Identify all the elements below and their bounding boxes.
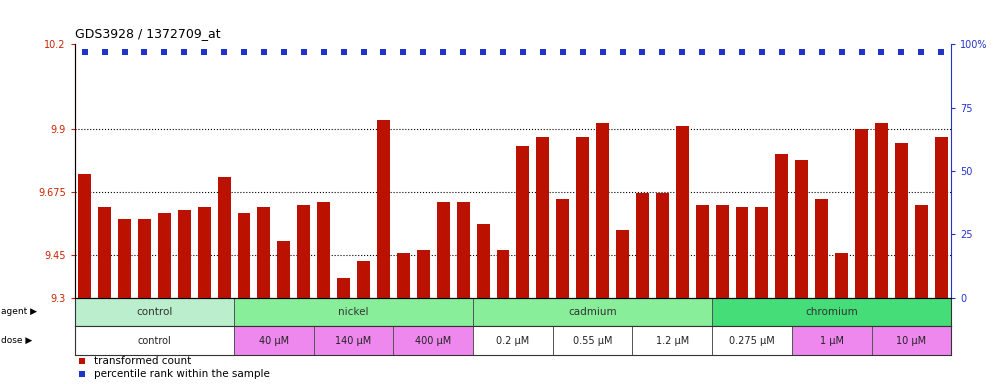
Bar	[157, 213, 171, 298]
Bar	[317, 202, 330, 298]
Bar	[755, 207, 768, 298]
Bar	[137, 219, 151, 298]
Text: 1 μM: 1 μM	[820, 336, 844, 346]
Bar	[314, 326, 393, 355]
Bar	[635, 194, 648, 298]
Bar	[616, 230, 628, 298]
Bar	[78, 174, 91, 298]
Bar	[496, 250, 509, 298]
Bar	[596, 123, 609, 298]
Bar	[536, 137, 549, 298]
Bar	[632, 326, 712, 355]
Bar	[516, 146, 529, 298]
Bar	[376, 120, 389, 298]
Bar	[257, 207, 270, 298]
Text: 140 μM: 140 μM	[336, 336, 372, 346]
Bar	[234, 298, 473, 326]
Bar	[476, 224, 489, 298]
Bar	[217, 177, 230, 298]
Text: 40 μM: 40 μM	[259, 336, 289, 346]
Bar	[655, 194, 668, 298]
Bar	[576, 137, 589, 298]
Text: dose ▶: dose ▶	[1, 336, 32, 345]
Bar	[337, 278, 350, 298]
Bar	[197, 207, 210, 298]
Text: control: control	[136, 307, 172, 317]
Text: chromium: chromium	[806, 307, 858, 317]
Bar	[237, 213, 250, 298]
Text: cadmium: cadmium	[569, 307, 617, 317]
Bar	[277, 241, 290, 298]
Bar	[675, 126, 688, 298]
Bar	[695, 205, 708, 298]
Bar	[456, 202, 469, 298]
Bar	[118, 219, 130, 298]
Bar	[75, 298, 234, 326]
Bar	[393, 326, 473, 355]
Text: GDS3928 / 1372709_at: GDS3928 / 1372709_at	[75, 27, 220, 40]
Bar	[177, 210, 191, 298]
Bar	[297, 205, 310, 298]
Text: control: control	[137, 336, 171, 346]
Text: transformed count: transformed count	[94, 356, 191, 366]
Bar	[553, 326, 632, 355]
Bar	[98, 207, 111, 298]
Bar	[735, 207, 748, 298]
Bar	[416, 250, 429, 298]
Text: agent ▶: agent ▶	[1, 308, 37, 316]
Bar	[357, 261, 371, 298]
Bar	[835, 253, 848, 298]
Bar	[473, 326, 553, 355]
Bar	[75, 326, 234, 355]
Bar	[473, 298, 712, 326]
Text: 1.2 μM: 1.2 μM	[655, 336, 689, 346]
Bar	[855, 129, 868, 298]
Bar	[815, 199, 828, 298]
Bar	[894, 143, 907, 298]
Bar	[712, 326, 792, 355]
Bar	[874, 123, 887, 298]
Bar	[715, 205, 729, 298]
Bar	[396, 253, 409, 298]
Bar	[712, 298, 951, 326]
Bar	[775, 154, 788, 298]
Bar	[872, 326, 951, 355]
Bar	[934, 137, 947, 298]
Text: 0.55 μM: 0.55 μM	[573, 336, 613, 346]
Bar	[795, 160, 808, 298]
Bar	[436, 202, 449, 298]
Text: 400 μM: 400 μM	[415, 336, 451, 346]
Text: 10 μM: 10 μM	[896, 336, 926, 346]
Text: percentile rank within the sample: percentile rank within the sample	[94, 369, 270, 379]
Bar	[234, 326, 314, 355]
Text: 0.2 μM: 0.2 μM	[496, 336, 530, 346]
Bar	[914, 205, 927, 298]
Text: 0.275 μM: 0.275 μM	[729, 336, 775, 346]
Text: nickel: nickel	[339, 307, 369, 317]
Bar	[792, 326, 872, 355]
Bar	[556, 199, 569, 298]
